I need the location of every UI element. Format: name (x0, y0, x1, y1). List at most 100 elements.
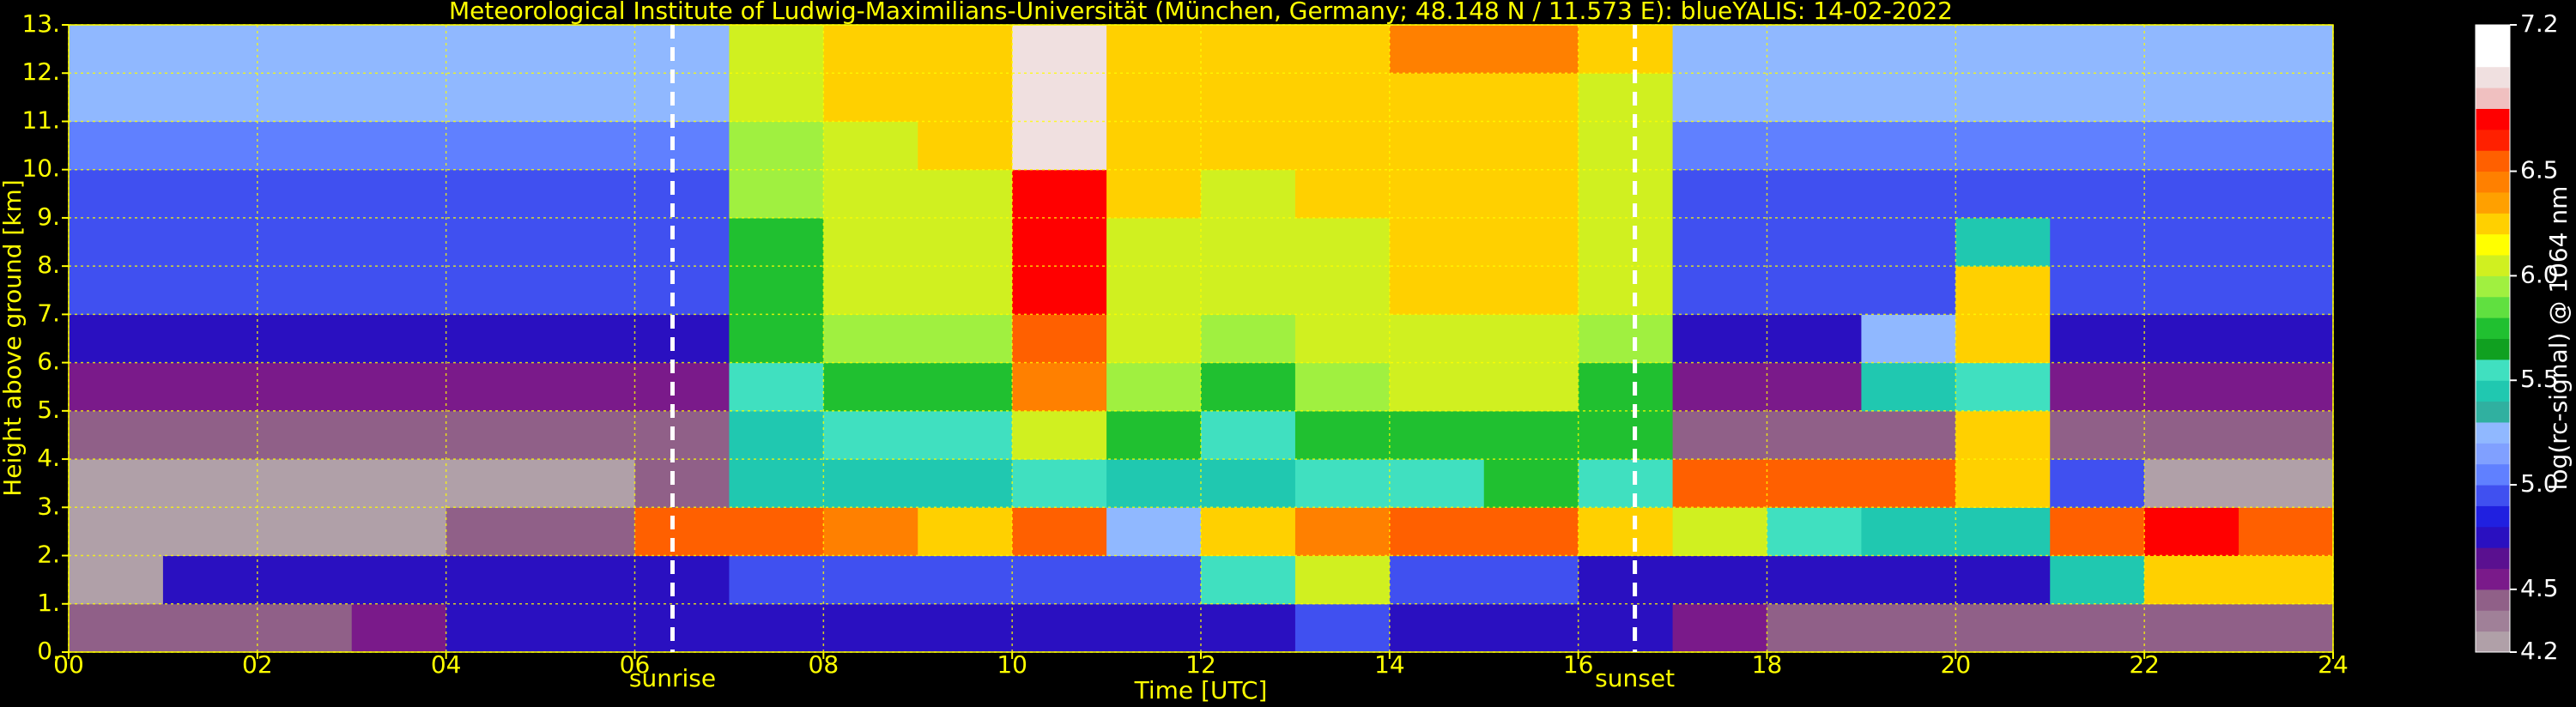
heatmap-cell (1201, 266, 1296, 315)
heatmap-cell (1012, 25, 1107, 74)
heatmap-cell (1578, 362, 1674, 412)
heatmap-cell (1672, 459, 1767, 508)
heatmap-cell (1012, 73, 1107, 122)
heatmap-cell (634, 73, 730, 122)
heatmap-cell (918, 459, 1013, 508)
heatmap-cell (1861, 266, 1956, 315)
heatmap-cell (445, 25, 542, 74)
heatmap-cell (2144, 73, 2240, 122)
heatmap-cell (540, 73, 635, 122)
x-tick-label: 04 (431, 650, 462, 679)
heatmap-cell (1861, 459, 1956, 508)
colorbar-tick-label: 6.5 (2520, 156, 2559, 184)
heatmap-cell (1012, 410, 1107, 460)
heatmap-cell (634, 25, 730, 74)
y-tick-label: 4. (37, 444, 60, 472)
heatmap-cell (69, 410, 164, 460)
heatmap-cell (540, 217, 635, 267)
heatmap-cell (257, 314, 353, 364)
heatmap-cell (1672, 169, 1767, 219)
heatmap-cell (445, 362, 542, 412)
colorbar-label: log(rc-signal) @ 1064 nm (2544, 186, 2573, 491)
heatmap-cell (257, 507, 353, 557)
heatmap-cell (634, 121, 730, 171)
heatmap-cell (2050, 73, 2145, 122)
heatmap-cell (162, 459, 258, 508)
heatmap-cell (1483, 25, 1579, 74)
heatmap-cell (1389, 603, 1485, 653)
heatmap-cell (1294, 266, 1391, 315)
heatmap-cell (351, 25, 447, 74)
heatmap-cell (69, 459, 164, 508)
heatmap-cell (162, 507, 258, 557)
heatmap-cell (1861, 314, 1956, 364)
heatmap-cell (918, 603, 1013, 653)
heatmap-cell (1672, 555, 1767, 605)
heatmap-cell (2050, 217, 2145, 267)
heatmap-cell (1106, 73, 1202, 122)
colorbar-segment (2476, 296, 2510, 318)
heatmap-cell (2050, 314, 2145, 364)
colorbar-segment (2476, 401, 2510, 423)
x-tick-label: 24 (2318, 650, 2349, 679)
heatmap-cell (729, 603, 824, 653)
heatmap-cell (1389, 266, 1485, 315)
colorbar-segment (2476, 171, 2510, 193)
heatmap-cell (634, 410, 730, 460)
heatmap-cell (823, 410, 918, 460)
heatmap-cell (1861, 507, 1956, 557)
heatmap-cell (445, 314, 542, 364)
heatmap-cell (1106, 217, 1202, 267)
heatmap-cell (1389, 555, 1485, 605)
x-tick-label: 18 (1752, 650, 1783, 679)
x-tick-label: 14 (1374, 650, 1405, 679)
heatmap-cell (634, 169, 730, 219)
heatmap-cell (1767, 314, 1862, 364)
heatmap-cell (918, 555, 1013, 605)
heatmap-cell (1955, 266, 2051, 315)
colorbar-segment (2476, 150, 2510, 172)
heatmap-cell (351, 410, 447, 460)
y-tick-label: 3. (37, 492, 60, 520)
heatmap-cell (1389, 362, 1485, 412)
heatmap-cell (1767, 410, 1862, 460)
heatmap-cell (1767, 266, 1862, 315)
heatmap-cell (445, 121, 542, 171)
heatmap-cell (918, 410, 1013, 460)
heatmap-cell (1483, 121, 1579, 171)
heatmap-cell (445, 266, 542, 315)
heatmap-cell (1389, 314, 1485, 364)
heatmap-cell (918, 121, 1013, 171)
heatmap-cell (1955, 362, 2051, 412)
colorbar-tick-label: 5.0 (2520, 469, 2559, 498)
heatmap-cell (2050, 121, 2145, 171)
heatmap-cell (351, 603, 447, 653)
heatmap-cell (540, 603, 635, 653)
heatmap-cell (823, 507, 918, 557)
heatmap-cell (2239, 507, 2334, 557)
heatmap-cell (823, 603, 918, 653)
colorbar-segment (2476, 589, 2510, 611)
heatmap-cell (540, 314, 635, 364)
heatmap-cell (918, 362, 1013, 412)
y-tick-label: 1. (37, 589, 60, 617)
heatmap-cell (1578, 25, 1674, 74)
heatmap-cell (2144, 25, 2240, 74)
heatmap-cell (1767, 25, 1862, 74)
heatmap-cell (2239, 410, 2334, 460)
heatmap-cell (1483, 603, 1579, 653)
heatmap-cell (2144, 603, 2240, 653)
heatmap-cell (823, 314, 918, 364)
heatmap-cell (1483, 266, 1579, 315)
heatmap-cell (1483, 555, 1579, 605)
heatmap-cell (1767, 459, 1862, 508)
heatmap-cell (1767, 507, 1862, 557)
heatmap-cell (351, 73, 447, 122)
heatmap-cell (634, 555, 730, 605)
heatmap-cell (1294, 603, 1391, 653)
heatmap-cell (1861, 555, 1956, 605)
heatmap-cell (2239, 169, 2334, 219)
heatmap-cell (257, 121, 353, 171)
heatmap-cell (918, 507, 1013, 557)
x-tick-label: 22 (2129, 650, 2160, 679)
